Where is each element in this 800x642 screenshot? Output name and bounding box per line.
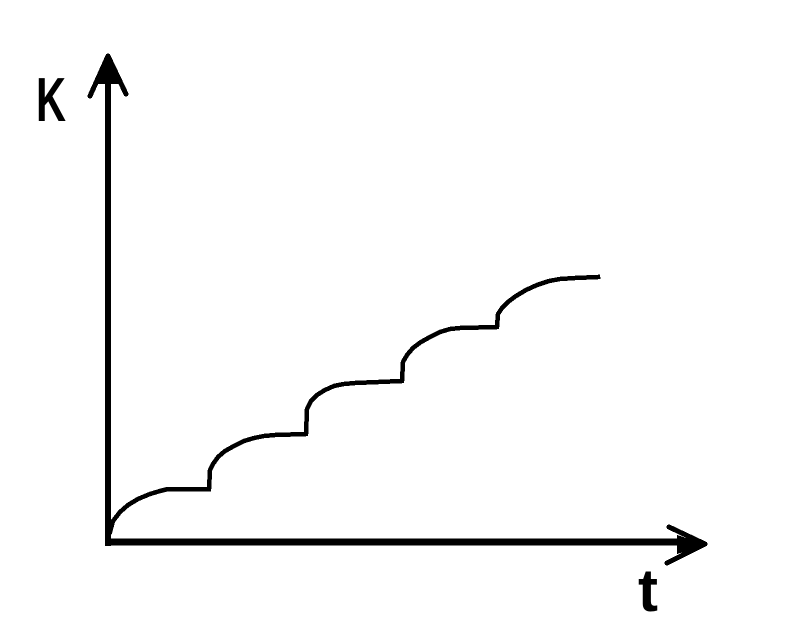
y-axis-label: K — [36, 66, 66, 135]
y-axis — [87, 53, 129, 546]
x-axis-arrowhead — [664, 524, 708, 566]
x-axis — [105, 524, 708, 566]
x-axis-label: t — [638, 557, 658, 624]
x-axis-arrowhead-fill — [677, 535, 708, 554]
curve-K-vs-t — [107, 274, 601, 535]
y-axis-arrowhead-fill — [97, 53, 119, 84]
